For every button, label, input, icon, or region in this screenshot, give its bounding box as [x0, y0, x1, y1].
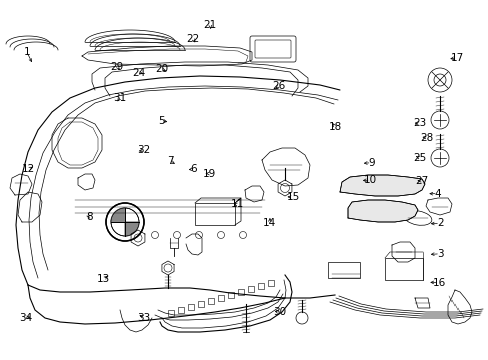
- Text: 2: 2: [436, 218, 443, 228]
- Text: 3: 3: [436, 249, 443, 259]
- Text: 34: 34: [19, 312, 32, 323]
- Text: 27: 27: [414, 176, 427, 186]
- Text: 9: 9: [367, 158, 374, 168]
- Text: 22: 22: [186, 34, 200, 44]
- Text: 16: 16: [431, 278, 445, 288]
- Text: 21: 21: [203, 20, 217, 30]
- Polygon shape: [347, 200, 417, 222]
- Text: 23: 23: [412, 118, 426, 128]
- Text: 8: 8: [86, 212, 93, 222]
- Polygon shape: [339, 175, 424, 196]
- Polygon shape: [125, 222, 139, 236]
- Text: 14: 14: [263, 218, 276, 228]
- Text: 11: 11: [230, 199, 244, 210]
- Text: 12: 12: [21, 164, 35, 174]
- Text: 4: 4: [433, 189, 440, 199]
- Text: 6: 6: [189, 164, 196, 174]
- Text: 29: 29: [110, 62, 124, 72]
- Text: 15: 15: [286, 192, 300, 202]
- Text: 1: 1: [23, 47, 30, 57]
- Polygon shape: [111, 208, 125, 222]
- Text: 30: 30: [273, 307, 285, 318]
- Text: 26: 26: [271, 81, 285, 91]
- Text: 32: 32: [137, 145, 151, 156]
- Text: 20: 20: [155, 64, 167, 74]
- Text: 28: 28: [419, 132, 432, 143]
- Text: 18: 18: [327, 122, 341, 132]
- Text: 31: 31: [113, 93, 126, 103]
- Text: 17: 17: [449, 53, 463, 63]
- Text: 13: 13: [97, 274, 110, 284]
- Text: 25: 25: [412, 153, 426, 163]
- Text: 10: 10: [364, 175, 376, 185]
- Text: 5: 5: [158, 116, 164, 126]
- Text: 33: 33: [137, 312, 151, 323]
- Text: 7: 7: [166, 156, 173, 166]
- Text: 24: 24: [132, 68, 146, 78]
- Text: 19: 19: [202, 168, 216, 179]
